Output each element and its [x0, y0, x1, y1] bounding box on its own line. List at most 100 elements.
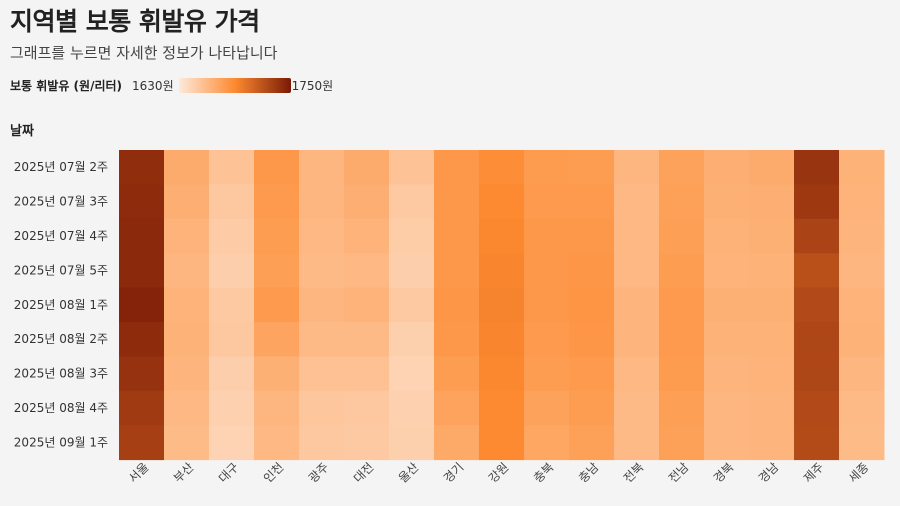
heatmap-cell[interactable]	[254, 184, 300, 220]
heatmap-cell[interactable]	[749, 184, 795, 220]
heatmap-cell[interactable]	[344, 184, 390, 220]
heatmap-cell[interactable]	[524, 322, 570, 357]
heatmap-cell[interactable]	[569, 253, 615, 289]
heatmap-cell[interactable]	[254, 287, 300, 323]
heatmap-cell[interactable]	[794, 322, 840, 357]
heatmap-cell[interactable]	[164, 425, 210, 461]
heatmap-cell[interactable]	[704, 184, 750, 220]
heatmap-cell[interactable]	[794, 390, 840, 426]
heatmap-cell[interactable]	[254, 356, 300, 392]
heatmap-cell[interactable]	[659, 425, 705, 461]
heatmap-cell[interactable]	[389, 253, 435, 289]
heatmap-cell[interactable]	[479, 425, 525, 461]
heatmap-cell[interactable]	[479, 356, 525, 392]
heatmap-cell[interactable]	[389, 218, 435, 254]
heatmap-cell[interactable]	[209, 184, 255, 220]
heatmap-cell[interactable]	[749, 287, 795, 323]
heatmap-cell[interactable]	[434, 184, 480, 220]
heatmap-cell[interactable]	[389, 322, 435, 357]
heatmap-cell[interactable]	[344, 425, 390, 461]
heatmap-cell[interactable]	[524, 184, 570, 220]
heatmap-cell[interactable]	[299, 253, 345, 289]
heatmap-cell[interactable]	[209, 322, 255, 357]
heatmap-cell[interactable]	[119, 150, 165, 185]
heatmap-cell[interactable]	[614, 150, 660, 185]
heatmap-cell[interactable]	[119, 356, 165, 392]
heatmap-cell[interactable]	[704, 390, 750, 426]
heatmap-cell[interactable]	[299, 218, 345, 254]
heatmap-cell[interactable]	[479, 218, 525, 254]
heatmap-cell[interactable]	[524, 356, 570, 392]
heatmap-cell[interactable]	[794, 218, 840, 254]
heatmap-cell[interactable]	[839, 390, 885, 426]
heatmap-cell[interactable]	[434, 322, 480, 357]
heatmap-cell[interactable]	[434, 425, 480, 461]
heatmap-cell[interactable]	[119, 253, 165, 289]
heatmap-cell[interactable]	[659, 150, 705, 185]
heatmap-cell[interactable]	[209, 425, 255, 461]
heatmap-cell[interactable]	[209, 356, 255, 392]
heatmap-cell[interactable]	[344, 218, 390, 254]
heatmap-cell[interactable]	[389, 150, 435, 185]
heatmap-cell[interactable]	[749, 425, 795, 461]
heatmap-cell[interactable]	[659, 287, 705, 323]
heatmap-cell[interactable]	[659, 356, 705, 392]
heatmap-cell[interactable]	[164, 322, 210, 357]
heatmap-cell[interactable]	[119, 287, 165, 323]
heatmap-cell[interactable]	[389, 184, 435, 220]
heatmap-cell[interactable]	[839, 322, 885, 357]
heatmap-cell[interactable]	[794, 425, 840, 461]
heatmap-cell[interactable]	[254, 253, 300, 289]
heatmap-cell[interactable]	[299, 184, 345, 220]
heatmap-cell[interactable]	[524, 287, 570, 323]
heatmap-cell[interactable]	[749, 150, 795, 185]
heatmap-cell[interactable]	[389, 425, 435, 461]
heatmap-cell[interactable]	[569, 184, 615, 220]
heatmap-cell[interactable]	[119, 425, 165, 461]
heatmap-cell[interactable]	[479, 184, 525, 220]
heatmap-cell[interactable]	[209, 150, 255, 185]
heatmap-cell[interactable]	[704, 322, 750, 357]
heatmap-cell[interactable]	[344, 322, 390, 357]
heatmap-cell[interactable]	[659, 390, 705, 426]
heatmap-cell[interactable]	[749, 218, 795, 254]
heatmap-cell[interactable]	[569, 150, 615, 185]
heatmap-cell[interactable]	[569, 356, 615, 392]
heatmap-cell[interactable]	[524, 390, 570, 426]
heatmap-cell[interactable]	[299, 356, 345, 392]
heatmap-cell[interactable]	[794, 253, 840, 289]
heatmap-cell[interactable]	[479, 287, 525, 323]
heatmap-cell[interactable]	[704, 150, 750, 185]
heatmap-cell[interactable]	[389, 287, 435, 323]
heatmap-cell[interactable]	[659, 253, 705, 289]
heatmap-cell[interactable]	[839, 425, 885, 461]
heatmap-cell[interactable]	[299, 390, 345, 426]
heatmap-cell[interactable]	[794, 150, 840, 185]
heatmap-cell[interactable]	[704, 287, 750, 323]
heatmap-cell[interactable]	[164, 218, 210, 254]
heatmap-cell[interactable]	[254, 425, 300, 461]
heatmap-cell[interactable]	[659, 184, 705, 220]
heatmap-cell[interactable]	[119, 218, 165, 254]
heatmap-cell[interactable]	[659, 218, 705, 254]
heatmap-cell[interactable]	[614, 218, 660, 254]
heatmap-cell[interactable]	[614, 253, 660, 289]
heatmap-cell[interactable]	[569, 218, 615, 254]
heatmap-cell[interactable]	[389, 356, 435, 392]
heatmap-cell[interactable]	[164, 356, 210, 392]
heatmap-cell[interactable]	[524, 253, 570, 289]
heatmap-cell[interactable]	[704, 253, 750, 289]
heatmap-cell[interactable]	[749, 322, 795, 357]
heatmap-cell[interactable]	[254, 390, 300, 426]
heatmap-cell[interactable]	[839, 253, 885, 289]
heatmap-cell[interactable]	[794, 184, 840, 220]
heatmap-cell[interactable]	[704, 356, 750, 392]
heatmap-cell[interactable]	[794, 356, 840, 392]
heatmap-cell[interactable]	[434, 356, 480, 392]
heatmap-cell[interactable]	[614, 425, 660, 461]
heatmap-cell[interactable]	[434, 287, 480, 323]
heatmap-cell[interactable]	[614, 184, 660, 220]
heatmap-cell[interactable]	[209, 287, 255, 323]
heatmap-cell[interactable]	[344, 287, 390, 323]
heatmap-cell[interactable]	[524, 425, 570, 461]
